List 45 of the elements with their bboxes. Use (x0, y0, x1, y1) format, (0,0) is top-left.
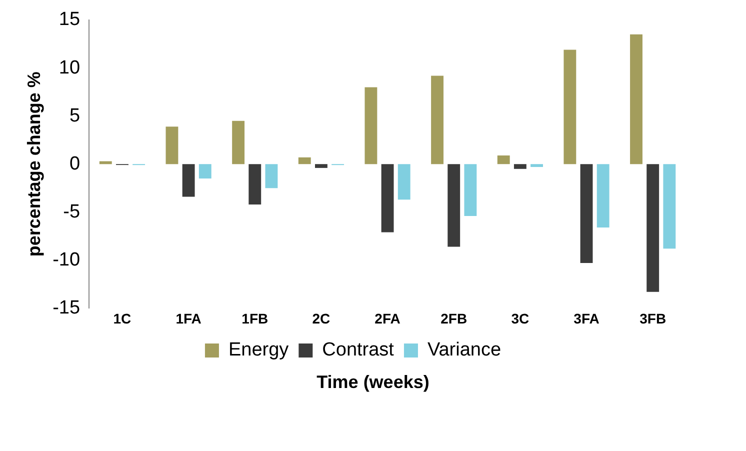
bar (564, 50, 576, 164)
x-tick-label: 1FA (176, 310, 202, 326)
x-tick-label: 3FA (574, 310, 600, 326)
bar (580, 164, 593, 264)
y-tick-label: -15 (52, 297, 80, 318)
y-tick-label: -10 (52, 249, 80, 270)
x-tick-label: 3C (511, 310, 530, 326)
x-tick-label: 3FB (640, 310, 666, 326)
y-tick-label: 0 (69, 153, 80, 174)
y-tick-label: 15 (58, 9, 80, 30)
x-tick-label: 2C (312, 310, 330, 326)
legend-label: Variance (427, 340, 502, 361)
bar (663, 164, 676, 249)
bar (198, 164, 212, 179)
bar (630, 34, 642, 164)
legend-label: Energy (228, 340, 290, 361)
y-axis-title: percentage change % (24, 72, 44, 257)
bar (99, 161, 112, 164)
y-tick-label: 5 (69, 105, 80, 126)
x-tick-label: 1FB (242, 310, 268, 326)
bar (248, 164, 262, 204)
bar (497, 155, 510, 164)
bar (298, 157, 311, 164)
bar (314, 164, 328, 168)
bar (596, 164, 610, 228)
x-tick-label: 2FA (374, 310, 400, 326)
bar (514, 164, 526, 169)
y-tick-label: -5 (63, 201, 80, 222)
bar (265, 164, 278, 188)
bar (398, 164, 410, 200)
bar (431, 76, 444, 164)
bar (364, 87, 378, 164)
bar (381, 164, 394, 232)
bar (182, 164, 195, 197)
bar (448, 164, 460, 247)
bar (464, 164, 477, 216)
bar (646, 164, 660, 292)
bar (530, 164, 543, 167)
y-tick-label: 10 (58, 57, 80, 78)
x-tick-label: 2FB (440, 310, 468, 326)
x-tick-label: 1C (113, 310, 132, 326)
x-axis-title: Time (weeks) (316, 372, 430, 393)
bar (166, 126, 178, 164)
bar (232, 120, 245, 164)
legend-label: Contrast (322, 340, 395, 361)
